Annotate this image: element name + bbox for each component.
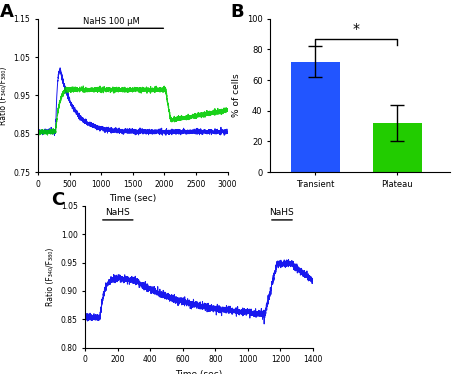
Y-axis label: % of cells: % of cells — [232, 74, 241, 117]
Text: C: C — [51, 191, 64, 209]
Text: NaHS: NaHS — [105, 208, 130, 217]
Y-axis label: Ratio (F₃₄₀/F₃₈₀): Ratio (F₃₄₀/F₃₈₀) — [46, 248, 55, 306]
Text: A: A — [0, 3, 14, 21]
Text: *: * — [353, 22, 360, 36]
X-axis label: Time (sec): Time (sec) — [175, 370, 223, 374]
X-axis label: Time (sec): Time (sec) — [109, 194, 156, 203]
Y-axis label: Ratio (F₃₄₀/F₃₈₀): Ratio (F₃₄₀/F₃₈₀) — [0, 66, 8, 125]
Bar — [291, 62, 340, 172]
Text: NaHS 100 μM: NaHS 100 μM — [82, 17, 139, 26]
Text: B: B — [230, 3, 244, 21]
Text: NaHS: NaHS — [270, 208, 294, 217]
Bar — [373, 123, 422, 172]
